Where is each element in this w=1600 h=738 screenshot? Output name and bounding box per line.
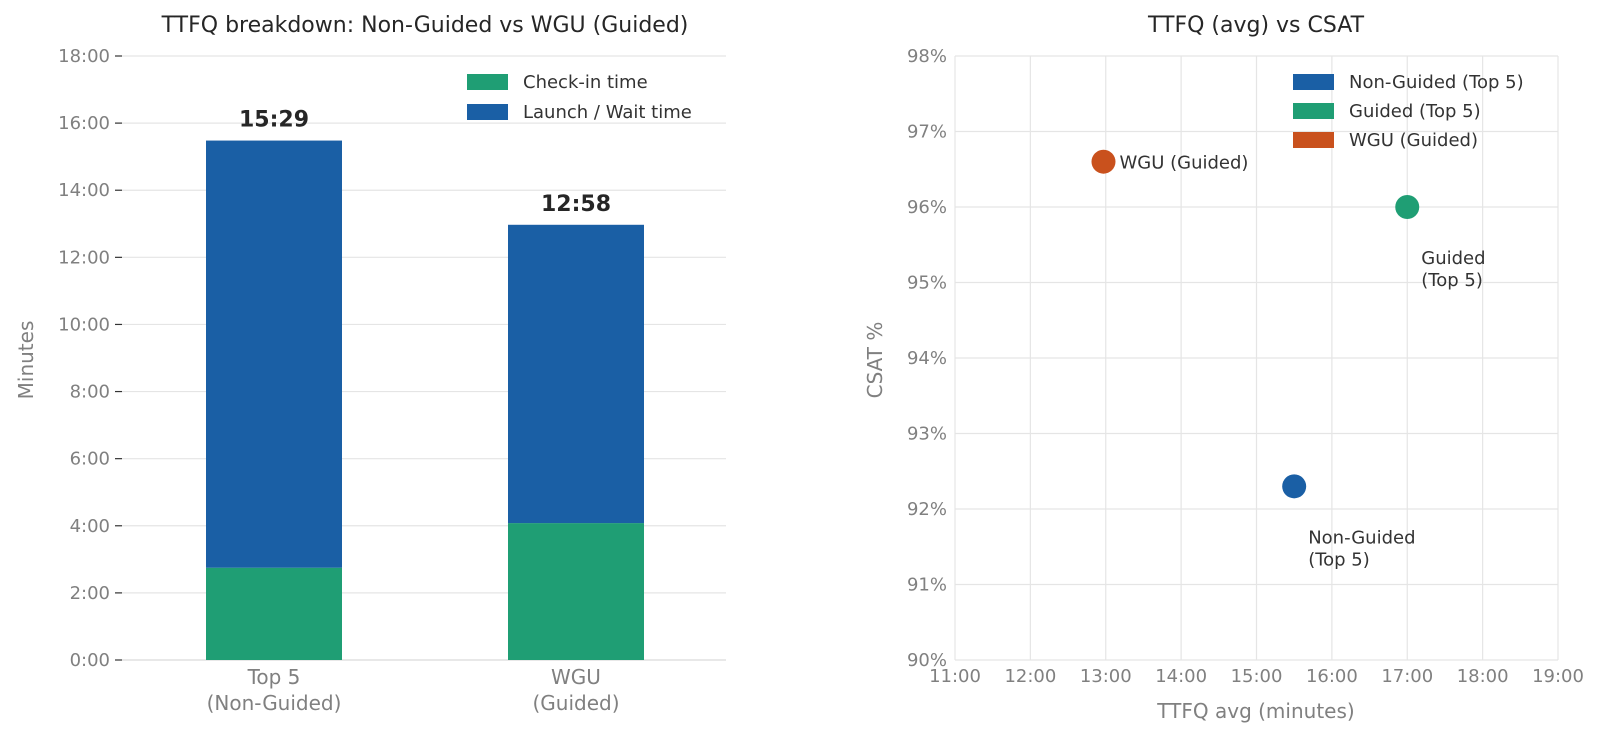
legend-label: Launch / Wait time [523, 102, 692, 123]
left-x-tick-label: (Non-Guided) [207, 691, 342, 715]
right-gridlines [954, 55, 1559, 661]
left-y-tick-label: 0:00 [70, 650, 110, 671]
legend-label: Non-Guided (Top 5) [1349, 72, 1524, 93]
point-annotation: Non-Guided [1308, 527, 1415, 548]
right-x-tick-label: 13:00 [1080, 666, 1132, 687]
bar-segment [508, 523, 644, 660]
bar-segment [206, 567, 342, 660]
legend-label: WGU (Guided) [1349, 130, 1478, 151]
right-y-tick-label: 93% [907, 424, 947, 445]
legend-swatch [1293, 74, 1334, 90]
right-x-tick-label: 19:00 [1532, 666, 1584, 687]
right-x-tick-label: 18:00 [1457, 666, 1509, 687]
left-total-labels: 15:29 12:58 [239, 108, 611, 217]
right-point-annotations: Non-Guided(Top 5)Guided(Top 5)WGU (Guide… [1119, 153, 1485, 571]
right-y-ticks: 90% 91% 92% 93% 94% 95% 96% 97% 98% [907, 46, 947, 671]
left-x-tick-label: (Guided) [532, 691, 619, 715]
scatter-point [1395, 195, 1420, 219]
left-y-tick-label: 12:00 [58, 247, 110, 268]
legend-swatch [467, 104, 508, 120]
left-y-tick-label: 2:00 [70, 583, 110, 604]
bar-total-label: 15:29 [239, 108, 309, 133]
right-x-tick-label: 17:00 [1381, 666, 1433, 687]
left-y-tick-label: 8:00 [70, 382, 110, 403]
left-x-tick-label: WGU [551, 665, 601, 689]
point-annotation: Guided [1421, 248, 1485, 269]
legend-swatch [467, 74, 508, 90]
left-bars [206, 140, 644, 660]
right-x-ticks: 11:00 12:00 13:00 14:00 15:00 16:00 17:00 18:00… [929, 666, 1584, 687]
left-y-tick-label: 18:00 [58, 46, 110, 67]
left-legend: Check-in time Launch / Wait time [467, 72, 692, 123]
right-x-tick-label: 12:00 [1004, 666, 1056, 687]
right-y-tick-label: 97% [907, 122, 947, 143]
legend-label: Guided (Top 5) [1349, 101, 1481, 122]
left-y-tick-label: 10:00 [58, 314, 110, 335]
legend-label: Check-in time [523, 72, 648, 93]
right-y-tick-label: 96% [907, 197, 947, 218]
right-y-axis-label: CSAT % [863, 322, 887, 399]
point-annotation: (Top 5) [1421, 270, 1483, 291]
right-legend: Non-Guided (Top 5) Guided (Top 5) WGU (Gui… [1293, 72, 1524, 151]
stacked-bar-chart: TTFQ breakdown: Non-Guided vs WGU (Guide… [14, 13, 726, 715]
right-y-tick-label: 92% [907, 499, 947, 520]
right-x-tick-label: 11:00 [929, 666, 981, 687]
scatter-point [1282, 474, 1307, 499]
right-y-tick-label: 90% [907, 650, 947, 671]
right-chart-title: TTFQ (avg) vs CSAT [1147, 13, 1365, 38]
right-points [1091, 149, 1420, 499]
right-x-tick-label: 14:00 [1155, 666, 1207, 687]
scatter-point [1091, 149, 1116, 174]
bar-segment [206, 140, 342, 568]
left-y-tick-label: 6:00 [70, 449, 110, 470]
right-x-tick-label: 16:00 [1306, 666, 1358, 687]
legend-swatch [1293, 103, 1334, 119]
bar-total-label: 12:58 [541, 192, 611, 217]
left-y-tick-label: 4:00 [70, 516, 110, 537]
left-y-ticks: 0:00 2:00 4:00 6:00 8:00 10:00 12:00 14:00 16:00… [58, 46, 122, 671]
bar-segment [508, 224, 644, 524]
left-y-axis-label: Minutes [14, 321, 38, 400]
right-y-tick-label: 98% [907, 46, 947, 67]
right-x-tick-label: 15:00 [1231, 666, 1283, 687]
left-y-tick-label: 16:00 [58, 113, 110, 134]
right-y-tick-label: 95% [907, 273, 947, 294]
left-x-ticks: Top 5(Non-Guided) WGU(Guided) [207, 665, 620, 715]
left-chart-title: TTFQ breakdown: Non-Guided vs WGU (Guide… [161, 13, 689, 38]
legend-swatch [1293, 132, 1334, 148]
right-y-tick-label: 94% [907, 348, 947, 369]
point-annotation: (Top 5) [1308, 549, 1370, 570]
left-y-tick-label: 14:00 [58, 180, 110, 201]
point-annotation: WGU (Guided) [1119, 153, 1248, 174]
right-y-tick-label: 91% [907, 575, 947, 596]
left-x-tick-label: Top 5 [247, 665, 301, 689]
right-x-axis-label: TTFQ avg (minutes) [1156, 699, 1354, 723]
scatter-chart: TTFQ (avg) vs CSAT 90% 91% 92% 93% 94% 95% 96%… [863, 13, 1584, 723]
